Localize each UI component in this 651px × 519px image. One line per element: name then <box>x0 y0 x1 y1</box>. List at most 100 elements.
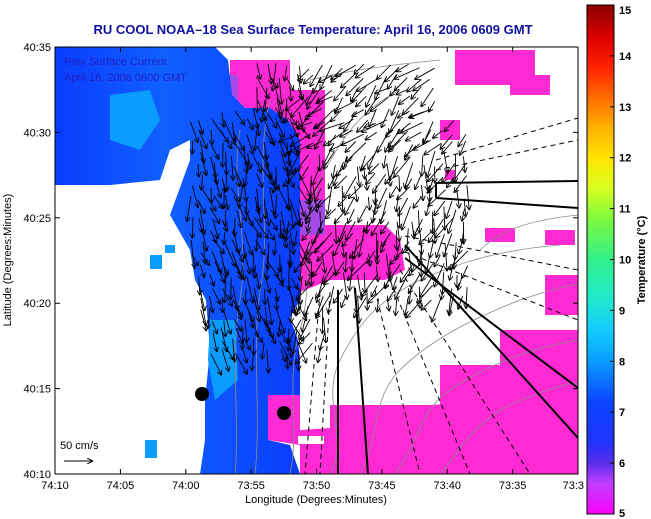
current-arrow <box>414 218 423 235</box>
current-arrow <box>385 275 391 288</box>
current-arrow <box>266 208 269 225</box>
current-arrow <box>423 164 428 190</box>
current-arrow <box>256 145 268 167</box>
current-arrow <box>222 288 233 306</box>
current-arrow <box>291 207 294 228</box>
current-arrow <box>300 166 309 180</box>
current-arrow <box>279 78 281 104</box>
current-arrow <box>420 276 433 297</box>
current-arrow <box>245 164 249 186</box>
current-arrow <box>320 64 333 89</box>
current-arrow <box>265 87 267 111</box>
current-arrow <box>407 228 409 250</box>
current-arrow <box>339 222 347 241</box>
current-arrow <box>276 296 277 310</box>
current-arrow <box>200 140 205 163</box>
current-arrow <box>401 122 424 133</box>
current-arrow <box>279 133 301 143</box>
current-arrow <box>209 206 220 223</box>
current-arrow <box>247 307 253 327</box>
current-arrow <box>211 251 221 272</box>
current-arrow <box>288 151 301 176</box>
current-arrow <box>199 218 202 232</box>
current-arrow <box>317 244 334 261</box>
current-arrow <box>231 251 241 275</box>
current-arrow <box>302 305 309 332</box>
current-arrow <box>428 189 446 206</box>
current-arrow <box>296 284 311 300</box>
current-arrow <box>258 123 259 135</box>
current-arrow <box>354 63 365 74</box>
current-arrow <box>405 295 410 315</box>
current-arrow <box>363 217 376 232</box>
current-arrow <box>257 87 258 112</box>
current-arrow <box>377 64 392 79</box>
current-arrow <box>449 294 455 315</box>
current-arrow <box>315 128 326 149</box>
current-arrow <box>428 163 444 182</box>
y-axis: 40:10 40:15 40:20 40:25 40:30 40:35 <box>23 42 578 481</box>
current-arrow <box>243 337 250 349</box>
current-arrow <box>375 76 388 100</box>
current-arrow <box>289 233 293 254</box>
current-arrow <box>356 65 375 78</box>
current-arrow <box>269 75 277 88</box>
current-arrow <box>458 295 464 309</box>
current-arrow <box>395 67 420 79</box>
current-arrow <box>377 129 390 152</box>
y-tick-label: 40:10 <box>23 469 51 481</box>
current-arrow <box>264 142 267 159</box>
colorbar-tick-label: 8 <box>619 356 625 368</box>
buoy-marker-east <box>277 406 291 420</box>
current-arrow <box>210 230 217 243</box>
x-axis: 74:10 74:05 74:00 73:55 73:50 73:45 73:40 73:35… <box>41 47 584 492</box>
current-arrow <box>243 231 252 255</box>
current-arrow <box>318 194 331 207</box>
colorbar-tick-label: 13 <box>619 102 631 114</box>
current-arrow <box>222 263 229 274</box>
current-arrow <box>342 272 347 299</box>
current-arrow <box>449 288 453 315</box>
current-arrow <box>263 318 273 338</box>
current-arrow <box>306 240 325 260</box>
current-arrow <box>267 254 268 280</box>
current-arrow <box>366 85 377 107</box>
current-arrow <box>441 134 453 149</box>
current-arrow <box>356 95 367 106</box>
current-arrow <box>232 299 242 317</box>
current-arrow <box>381 239 387 252</box>
current-arrow <box>283 166 303 186</box>
current-arrow <box>432 298 442 321</box>
current-arrow <box>273 176 276 192</box>
current-arrow <box>308 230 321 255</box>
current-arrow <box>210 156 218 184</box>
x-tick-label: 73:3 <box>563 480 584 492</box>
current-arrow <box>211 321 217 333</box>
current-arrow <box>434 263 445 286</box>
current-arrow <box>372 211 387 236</box>
current-arrow <box>347 142 367 162</box>
current-arrow <box>304 296 314 316</box>
current-arrow <box>201 228 207 250</box>
current-arrow <box>464 198 466 217</box>
current-arrow <box>221 341 233 359</box>
current-arrow <box>446 200 453 218</box>
current-arrow <box>458 276 463 290</box>
current-arrow <box>297 208 302 227</box>
current-arrow <box>429 218 444 242</box>
current-arrow <box>267 63 271 84</box>
current-arrow <box>318 342 323 362</box>
current-arrow <box>377 187 388 209</box>
current-arrow <box>198 286 204 310</box>
current-arrow <box>269 187 275 214</box>
current-arrow <box>413 196 423 208</box>
current-arrow <box>224 320 226 337</box>
current-arrow <box>222 177 225 192</box>
current-arrow <box>366 131 378 140</box>
x-tick-label: 73:50 <box>303 480 331 492</box>
current-arrow <box>422 155 423 176</box>
current-arrow <box>281 265 282 283</box>
current-arrow <box>286 108 297 125</box>
current-arrow <box>345 141 357 153</box>
current-arrow <box>302 230 311 240</box>
